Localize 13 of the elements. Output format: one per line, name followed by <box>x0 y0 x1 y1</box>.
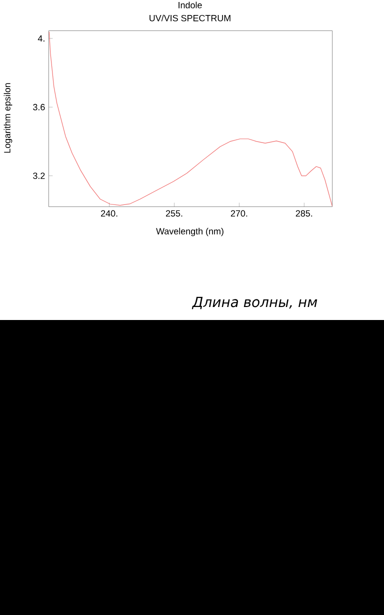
x-tick-label: 240. <box>101 210 118 217</box>
x-axis-title: Wavelength (nm) <box>156 228 224 236</box>
y-tick-label: 3.6 <box>33 104 45 110</box>
chart-title: Indole <box>178 2 202 8</box>
x-tick-label: 255. <box>166 210 182 217</box>
y-tick-label: 3.2 <box>33 172 45 179</box>
y-axis-title: Logarithm epsilon <box>4 83 12 153</box>
chart-subtitle: UV/VIS SPECTRUM <box>150 14 230 22</box>
x-tick-label: 285. <box>296 210 312 217</box>
y-tick-label: 4. <box>38 35 44 42</box>
text: Длина волны, нм <box>192 296 318 310</box>
x-tick-label: 270. <box>230 210 248 217</box>
line-series <box>48 31 332 207</box>
